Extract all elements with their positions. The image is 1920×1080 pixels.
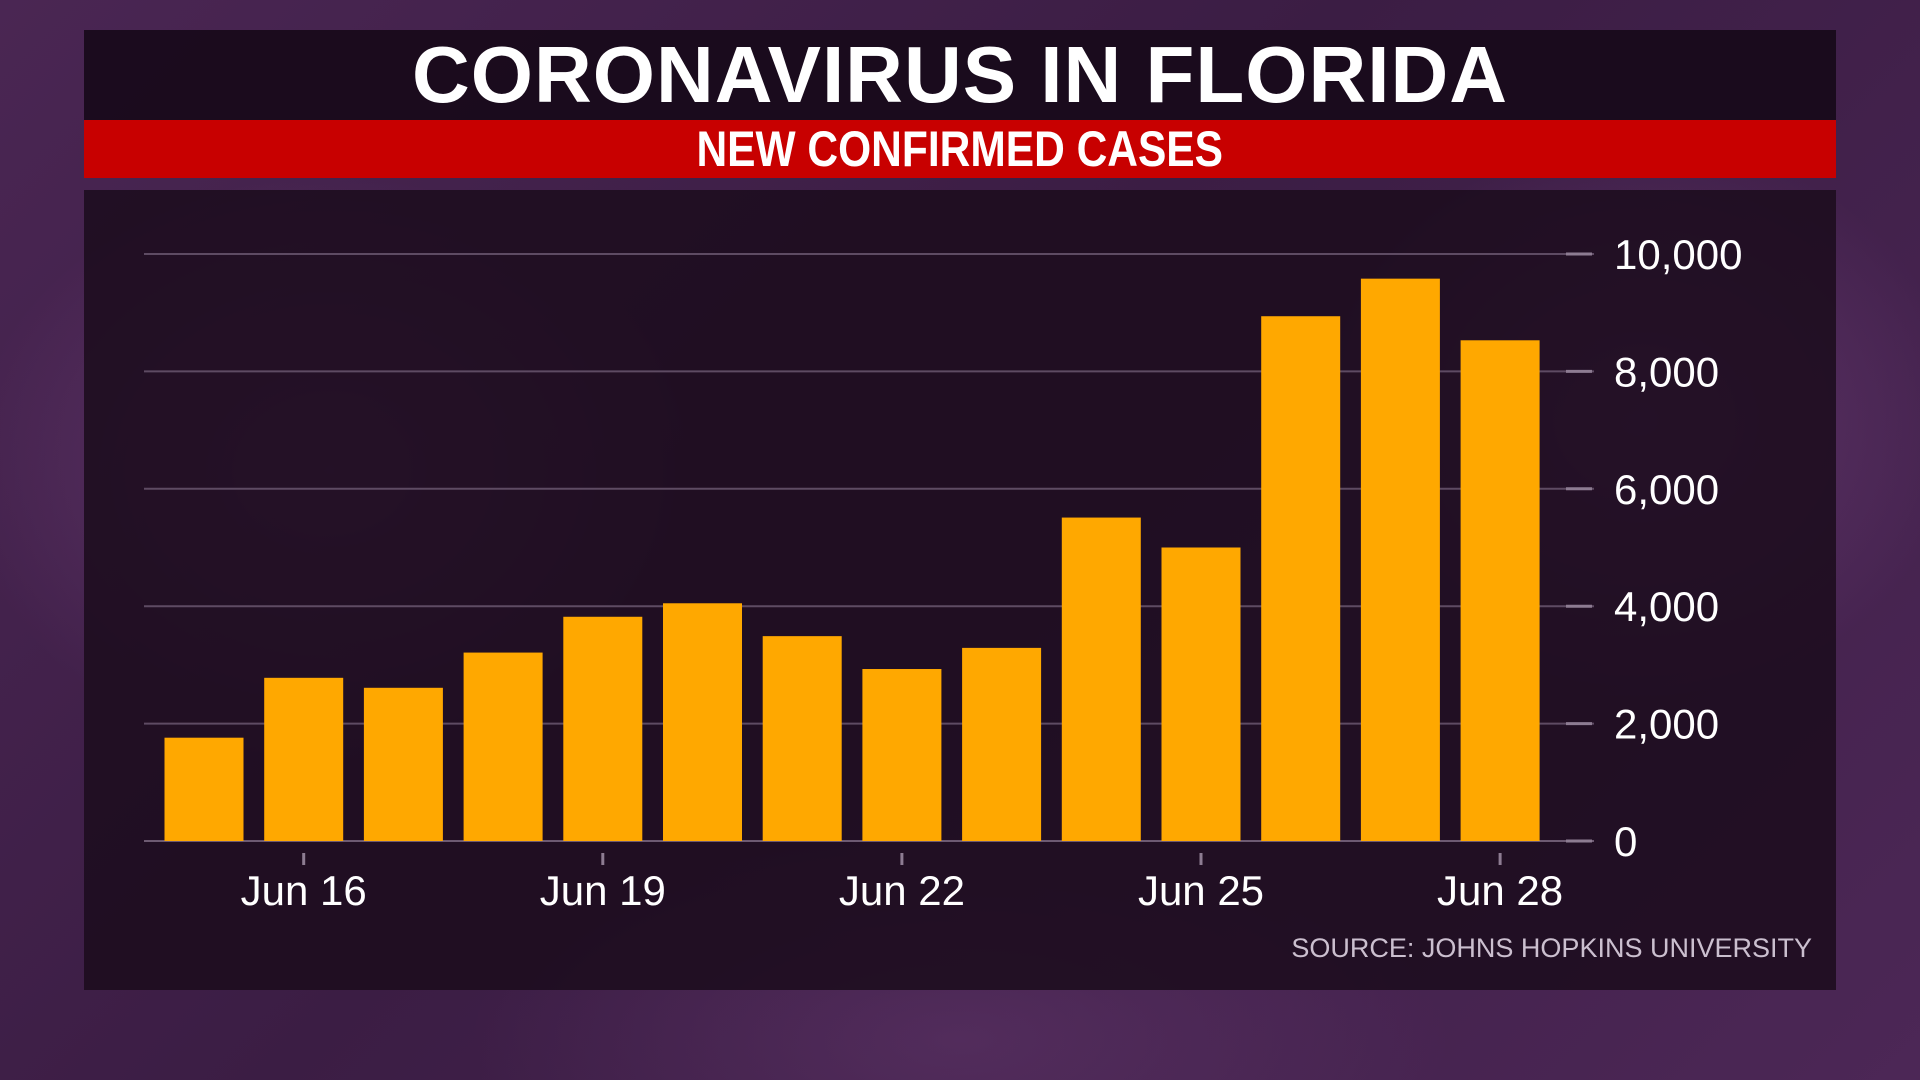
bar [1161,547,1241,841]
source-note: SOURCE: JOHNS HOPKINS UNIVERSITY [1291,933,1812,963]
y-tick-label: 4,000 [1614,583,1719,630]
bar [962,647,1042,841]
x-tick-label: Jun 19 [540,867,666,914]
y-tick-label: 8,000 [1614,348,1719,395]
title-bar: CORONAVIRUS IN FLORIDA [84,30,1836,120]
bar [363,687,443,841]
bar [1360,278,1440,841]
y-tick-label: 2,000 [1614,701,1719,748]
bar [1460,340,1540,841]
subtitle-band: NEW CONFIRMED CASES [84,120,1836,178]
bar [164,737,244,841]
y-tick-label: 6,000 [1614,466,1719,513]
bar [1261,316,1341,841]
x-tick-label: Jun 25 [1138,867,1264,914]
bar [463,652,543,841]
x-tick-label: Jun 22 [839,867,965,914]
x-tick-label: Jun 28 [1437,867,1563,914]
bars [164,278,1540,841]
bar-chart: Jun 16 Jun 19 Jun 22 Jun 25 Jun 28 0 2,000 4,0… [144,231,1742,914]
y-axis: 0 2,000 4,000 6,000 8,000 10,000 [1566,231,1742,865]
chart-title: CORONAVIRUS IN FLORIDA [411,30,1509,119]
bar [264,677,344,841]
y-tick-label: 0 [1614,818,1637,865]
bar [1061,517,1141,841]
x-axis: Jun 16 Jun 19 Jun 22 Jun 25 Jun 28 [241,853,1563,914]
x-tick-label: Jun 16 [241,867,367,914]
bar [762,636,842,841]
bar [663,603,742,841]
y-tick-label: 10,000 [1614,231,1742,278]
chart-subtitle: NEW CONFIRMED CASES [696,121,1224,177]
chart-panel: Jun 16 Jun 19 Jun 22 Jun 25 Jun 28 0 2,000 4,0… [84,190,1836,990]
bar [563,616,643,841]
bar [862,669,942,841]
